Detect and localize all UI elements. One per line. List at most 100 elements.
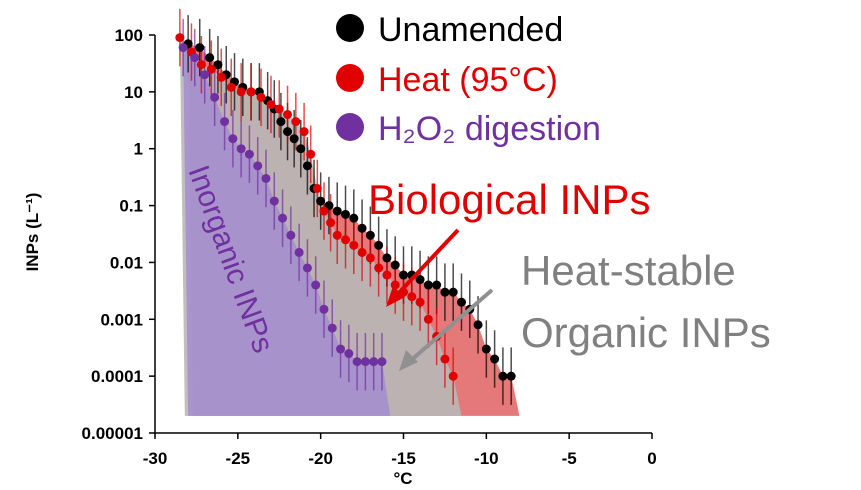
legend-marker-heat — [336, 64, 364, 92]
data-point-h-o-digestion — [278, 213, 288, 223]
data-point-heat-95-c — [216, 72, 226, 82]
data-point-h-o-digestion — [210, 92, 220, 102]
data-point-unamended — [390, 260, 400, 270]
heat-stable-label-line2: Organic INPs — [521, 309, 771, 356]
data-point-unamended — [349, 213, 359, 223]
legend-marker-h2o2 — [336, 113, 364, 141]
data-point-unamended — [195, 43, 205, 53]
data-point-h-o-digestion — [200, 70, 210, 80]
data-point-heat-95-c — [448, 371, 458, 381]
data-point-unamended — [296, 144, 306, 154]
data-point-heat-95-c — [306, 149, 316, 159]
data-point-heat-95-c — [382, 270, 392, 280]
data-point-unamended — [423, 280, 433, 290]
data-point-heat-95-c — [332, 230, 342, 240]
data-point-unamended — [440, 287, 450, 297]
data-point-heat-95-c — [326, 218, 336, 228]
data-point-heat-95-c — [349, 240, 359, 250]
data-point-unamended — [365, 230, 375, 240]
x-tick-label: -15 — [391, 449, 416, 468]
x-ticks: -30 -25 -20 -15 -10 -5 0 — [143, 433, 657, 468]
data-point-h-o-digestion — [302, 263, 312, 273]
data-point-heat-95-c — [236, 87, 246, 97]
data-point-heat-95-c — [206, 64, 216, 74]
data-point-unamended — [357, 223, 367, 233]
data-point-unamended — [213, 60, 223, 70]
data-point-heat-95-c — [357, 247, 367, 257]
data-point-h-o-digestion — [220, 117, 230, 127]
data-point-unamended — [283, 127, 293, 137]
x-tick-label: -5 — [562, 449, 577, 468]
data-point-h-o-digestion — [311, 280, 321, 290]
data-point-unamended — [456, 297, 466, 307]
data-point-unamended — [289, 134, 299, 144]
data-point-unamended — [399, 270, 408, 280]
data-point-heat-95-c — [175, 33, 185, 43]
data-point-heat-95-c — [291, 117, 301, 127]
x-tick-label: 0 — [647, 449, 656, 468]
x-axis-title: °C — [393, 469, 412, 488]
data-point-unamended — [432, 280, 442, 290]
data-point-h-o-digestion — [327, 323, 337, 333]
data-point-heat-95-c — [407, 292, 417, 302]
y-tick-label: 0.1 — [119, 197, 143, 216]
data-point-unamended — [374, 240, 384, 250]
data-point-h-o-digestion — [236, 144, 246, 154]
data-point-h-o-digestion — [253, 161, 263, 171]
data-point-unamended — [332, 206, 342, 216]
data-point-h-o-digestion — [360, 357, 370, 367]
y-tick-label: 0.01 — [110, 253, 143, 272]
x-tick-label: -30 — [143, 449, 168, 468]
data-point-h-o-digestion — [178, 43, 188, 53]
data-point-heat-95-c — [319, 206, 329, 216]
data-point-heat-95-c — [312, 183, 322, 193]
data-point-unamended — [382, 253, 392, 263]
biological-arrow — [393, 228, 460, 299]
data-point-heat-95-c — [246, 87, 256, 97]
legend-label-h2o2: H₂O₂ digestion — [378, 110, 601, 148]
y-tick-label: 0.00001 — [82, 424, 143, 443]
y-tick-label: 0.001 — [100, 310, 143, 329]
data-point-heat-95-c — [341, 235, 351, 245]
data-point-unamended — [316, 196, 326, 206]
biological-arrowhead — [386, 286, 405, 307]
data-point-heat-95-c — [374, 263, 384, 273]
legend-label-heat: Heat (95°C) — [378, 61, 558, 99]
data-point-unamended — [205, 53, 215, 63]
data-point-h-o-digestion — [190, 53, 200, 63]
y-tick-label: 0.0001 — [91, 367, 143, 386]
data-point-h-o-digestion — [319, 304, 329, 314]
data-point-unamended — [415, 275, 425, 285]
data-point-h-o-digestion — [286, 230, 296, 240]
data-point-unamended — [341, 209, 351, 219]
data-point-heat-95-c — [283, 109, 293, 119]
data-point-heat-95-c — [196, 60, 206, 70]
heat-stable-arrow — [407, 288, 494, 364]
data-point-h-o-digestion — [294, 247, 304, 257]
data-point-unamended — [448, 287, 458, 297]
data-point-h-o-digestion — [377, 357, 387, 367]
x-tick-label: -20 — [308, 449, 333, 468]
heat-stable-label-line1: Heat-stable — [521, 247, 736, 294]
data-point-heat-95-c — [274, 104, 284, 114]
data-point-heat-95-c — [266, 99, 276, 109]
data-point-h-o-digestion — [352, 357, 362, 367]
data-point-h-o-digestion — [336, 344, 346, 354]
x-tick-label: -25 — [226, 449, 251, 468]
data-point-h-o-digestion — [244, 149, 254, 159]
data-point-heat-95-c — [299, 127, 309, 137]
data-point-h-o-digestion — [261, 173, 271, 183]
data-point-h-o-digestion — [269, 196, 279, 206]
data-point-h-o-digestion — [344, 349, 354, 359]
y-ticks: 0.00001 0.0001 0.001 0.01 0.1 1 10 100 — [82, 26, 155, 443]
biological-inps-label: Biological INPs — [368, 176, 650, 223]
legend: Unamended Heat (95°C) H₂O₂ digestion — [336, 11, 601, 148]
y-tick-label: 10 — [124, 83, 143, 102]
y-axis-title: INPs (L⁻¹) — [23, 193, 42, 272]
data-point-unamended — [302, 161, 312, 171]
data-point-heat-95-c — [226, 82, 236, 92]
heat-stable-arrowhead — [399, 350, 418, 371]
data-point-heat-95-c — [423, 314, 433, 324]
data-point-unamended — [473, 320, 483, 330]
